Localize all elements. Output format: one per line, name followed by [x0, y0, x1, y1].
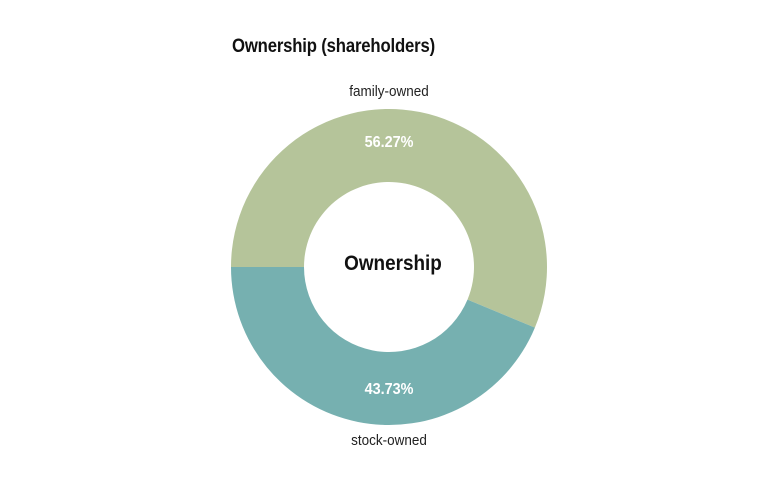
slice-name-stock-owned: stock-owned: [351, 432, 427, 449]
slice-family-owned: [231, 108, 547, 328]
labels-group: 56.27% family-owned 43.73% stock-owned: [349, 83, 428, 449]
slices-group: [231, 108, 547, 425]
data-label-stock-owned: 43.73%: [365, 380, 414, 398]
donut-center-label: Ownership: [344, 252, 442, 275]
chart-title: Ownership (shareholders): [232, 36, 435, 57]
slice-name-family-owned: family-owned: [349, 83, 428, 100]
slice-stock-owned: [231, 267, 535, 425]
data-label-family-owned: 56.27%: [365, 133, 414, 151]
